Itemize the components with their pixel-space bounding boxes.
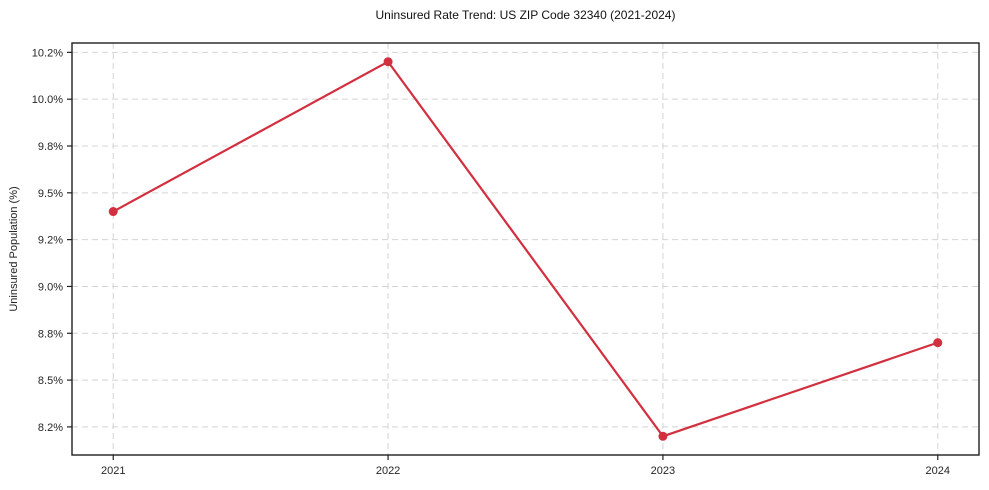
- x-tick-label: 2023: [651, 465, 675, 477]
- data-point: [933, 338, 943, 348]
- chart-title: Uninsured Rate Trend: US ZIP Code 32340 …: [375, 8, 676, 22]
- x-tick-label: 2022: [376, 465, 400, 477]
- y-tick-label: 9.8%: [38, 141, 63, 153]
- data-point: [658, 431, 668, 441]
- y-tick-label: 8.5%: [38, 375, 63, 387]
- data-point: [383, 57, 393, 67]
- x-tick-label: 2024: [926, 465, 950, 477]
- y-tick-label: 9.5%: [38, 188, 63, 200]
- trend-line: [112, 60, 939, 438]
- y-tick-label: 8.8%: [38, 328, 63, 340]
- y-tick-label: 8.2%: [38, 422, 63, 434]
- plot-border: [71, 42, 980, 456]
- y-tick-label: 9.2%: [38, 235, 63, 247]
- y-tick-label: 10.2%: [32, 47, 63, 59]
- x-tick-label: 2021: [101, 465, 125, 477]
- y-tick-label: 9.0%: [38, 281, 63, 293]
- y-tick-label: 10.0%: [32, 94, 63, 106]
- data-point: [108, 207, 118, 217]
